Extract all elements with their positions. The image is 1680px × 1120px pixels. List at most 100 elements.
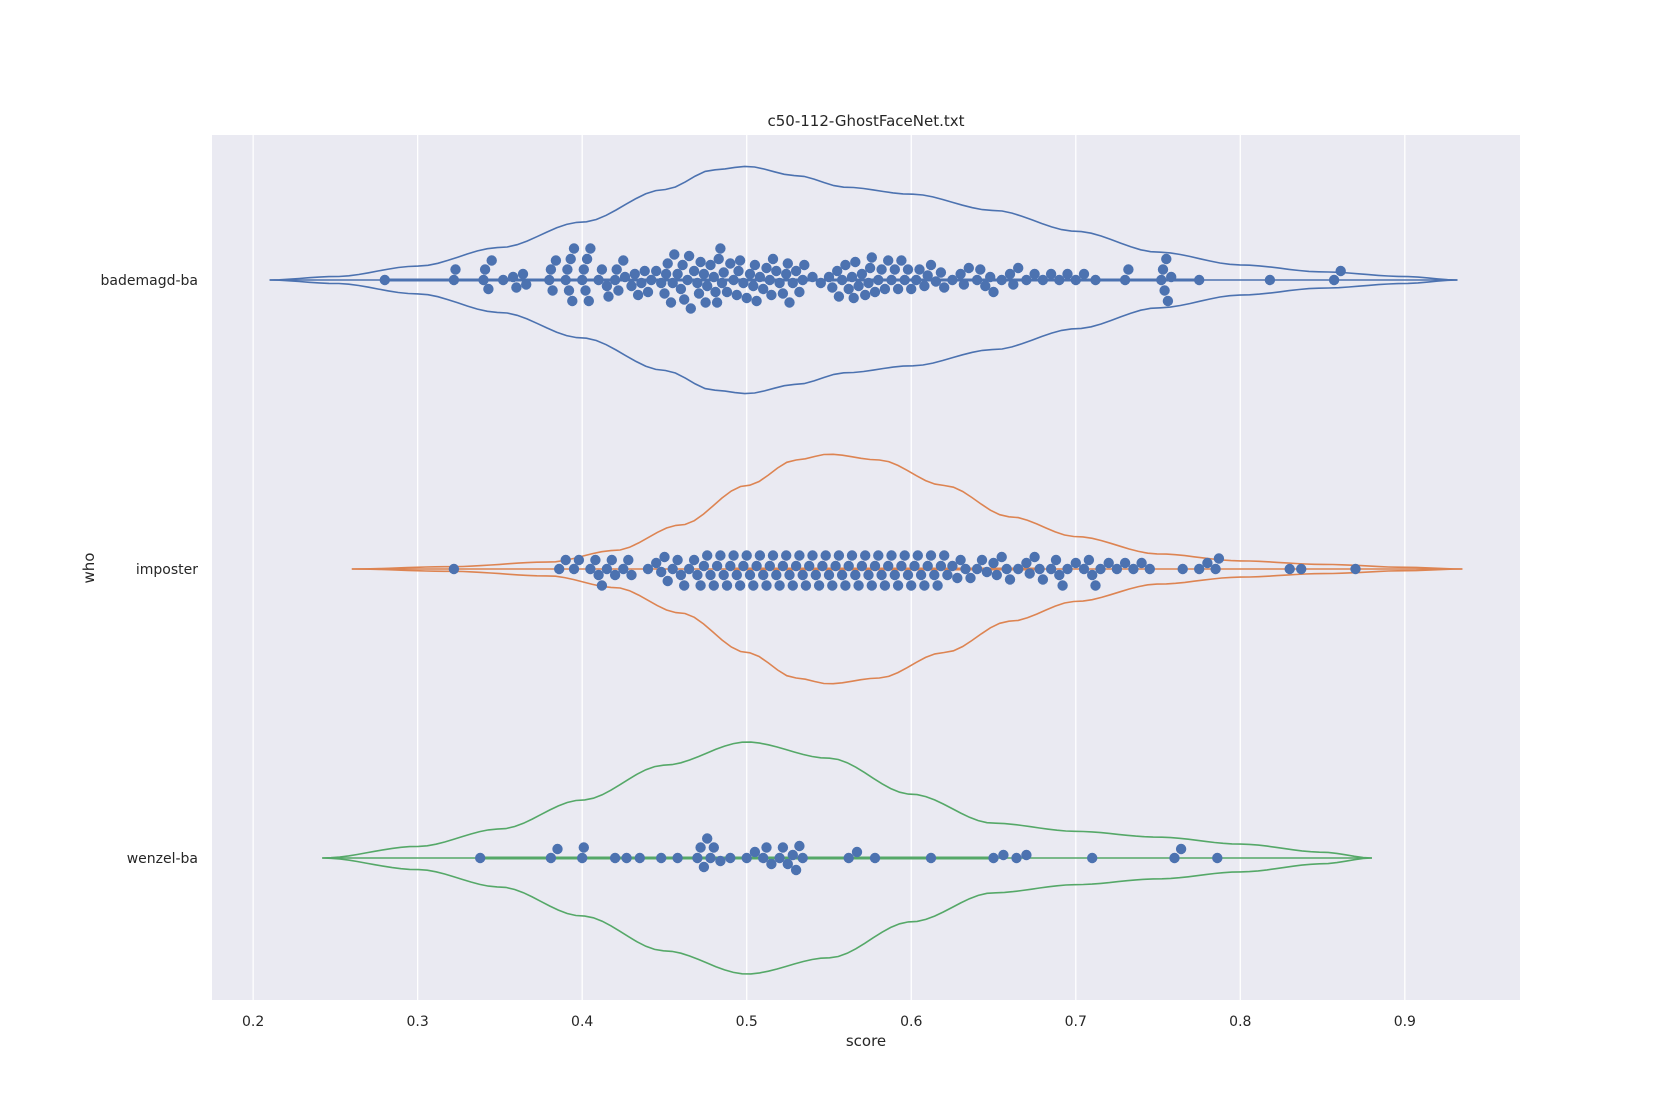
- swarm-point: [939, 550, 950, 561]
- swarm-point: [685, 303, 696, 314]
- swarm-point: [1004, 574, 1016, 585]
- swarm-point: [573, 554, 585, 566]
- swarm-point: [889, 264, 900, 275]
- swarm-point: [850, 569, 861, 581]
- swarm-point: [863, 569, 874, 581]
- swarm-point: [498, 274, 509, 286]
- swarm-point: [804, 560, 815, 572]
- swarm-point: [947, 274, 958, 286]
- swarm-point: [856, 560, 868, 572]
- swarm-point: [744, 268, 756, 280]
- swarm-point: [744, 569, 756, 581]
- swarm-point: [563, 285, 575, 296]
- swarm-point: [781, 550, 792, 561]
- swarm-point: [651, 265, 662, 277]
- swarm-point: [1090, 580, 1101, 591]
- swarm-point: [1136, 557, 1147, 569]
- swarm-point: [963, 262, 974, 274]
- swarm-point: [758, 283, 769, 295]
- swarm-point: [711, 297, 723, 308]
- swarm-point: [851, 846, 863, 858]
- swarm-point: [593, 569, 604, 581]
- swarm-point: [1011, 852, 1022, 864]
- swarm-point: [1013, 262, 1024, 274]
- swarm-point: [560, 554, 571, 566]
- swarm-point: [675, 283, 687, 295]
- swarm-point: [682, 274, 693, 286]
- swarm-point: [702, 550, 713, 561]
- x-tick-label: 0.3: [407, 1014, 429, 1030]
- swarm-point: [585, 243, 596, 254]
- swarm-point: [693, 288, 705, 299]
- swarm-point: [1021, 274, 1032, 286]
- swarm-point: [688, 554, 700, 566]
- swarm-point: [1128, 563, 1139, 575]
- swarm-point: [886, 274, 897, 286]
- swarm-point: [609, 852, 621, 864]
- swarm-point: [547, 285, 558, 296]
- swarm-point: [665, 297, 677, 308]
- swarm-point: [642, 563, 654, 575]
- swarm-point: [876, 264, 887, 275]
- swarm-point: [980, 280, 991, 292]
- swarm-point: [601, 563, 613, 575]
- swarm-point: [1087, 852, 1098, 864]
- swarm-point: [925, 259, 937, 271]
- swarm-point: [958, 279, 970, 290]
- swarm-point: [848, 292, 859, 304]
- swarm-point: [1034, 563, 1045, 575]
- y-axis-label: who: [80, 553, 98, 584]
- swarm-point: [896, 255, 907, 266]
- swarm-point: [478, 274, 489, 286]
- swarm-point: [971, 274, 983, 286]
- swarm-point: [1054, 274, 1065, 286]
- swarm-point: [1162, 295, 1174, 307]
- swarm-point: [975, 264, 986, 275]
- swarm-point: [873, 274, 884, 286]
- swarm-point: [632, 289, 644, 301]
- swarm-point: [698, 268, 710, 280]
- swarm-point: [545, 852, 557, 864]
- swarm-point: [601, 280, 613, 292]
- swarm-point: [660, 268, 672, 280]
- swarm-point: [609, 274, 621, 286]
- swarm-point: [1024, 568, 1035, 579]
- swarm-point: [577, 274, 588, 286]
- swarm-point: [856, 268, 868, 280]
- swarm-point: [554, 563, 565, 575]
- swarm-point: [843, 283, 854, 295]
- swarm-point: [899, 550, 910, 561]
- swarm-point: [596, 264, 608, 275]
- swarm-point: [725, 258, 736, 269]
- swarm-point: [749, 259, 761, 271]
- swarm-point: [623, 554, 634, 566]
- swarm-point: [960, 563, 971, 575]
- swarm-point: [1210, 563, 1221, 575]
- swarm-point: [567, 295, 578, 307]
- swarm-point: [749, 846, 761, 858]
- swarm-point: [833, 291, 845, 302]
- swarm-point: [1177, 563, 1188, 575]
- swarm-point: [922, 560, 933, 572]
- swarm-point: [562, 264, 573, 275]
- swarm-point: [695, 580, 706, 591]
- swarm-point: [988, 852, 999, 864]
- swarm-point: [651, 557, 662, 569]
- swarm-point: [784, 569, 795, 581]
- swarm-point: [807, 550, 818, 561]
- swarm-point: [823, 569, 835, 581]
- swarm-point: [914, 264, 925, 275]
- swarm-point: [883, 560, 894, 572]
- swarm-point: [1029, 268, 1040, 280]
- swarm-point: [708, 580, 719, 591]
- swarm-point: [886, 550, 897, 561]
- swarm-point: [1166, 271, 1177, 283]
- swarm-point: [1175, 843, 1187, 855]
- swarm-point: [626, 280, 637, 292]
- swarm-point: [939, 282, 950, 293]
- swarm-point: [873, 550, 884, 561]
- swarm-point: [1194, 274, 1205, 286]
- swarm-point: [800, 580, 812, 591]
- swarm-point: [1202, 557, 1213, 569]
- swarm-point: [1037, 574, 1049, 585]
